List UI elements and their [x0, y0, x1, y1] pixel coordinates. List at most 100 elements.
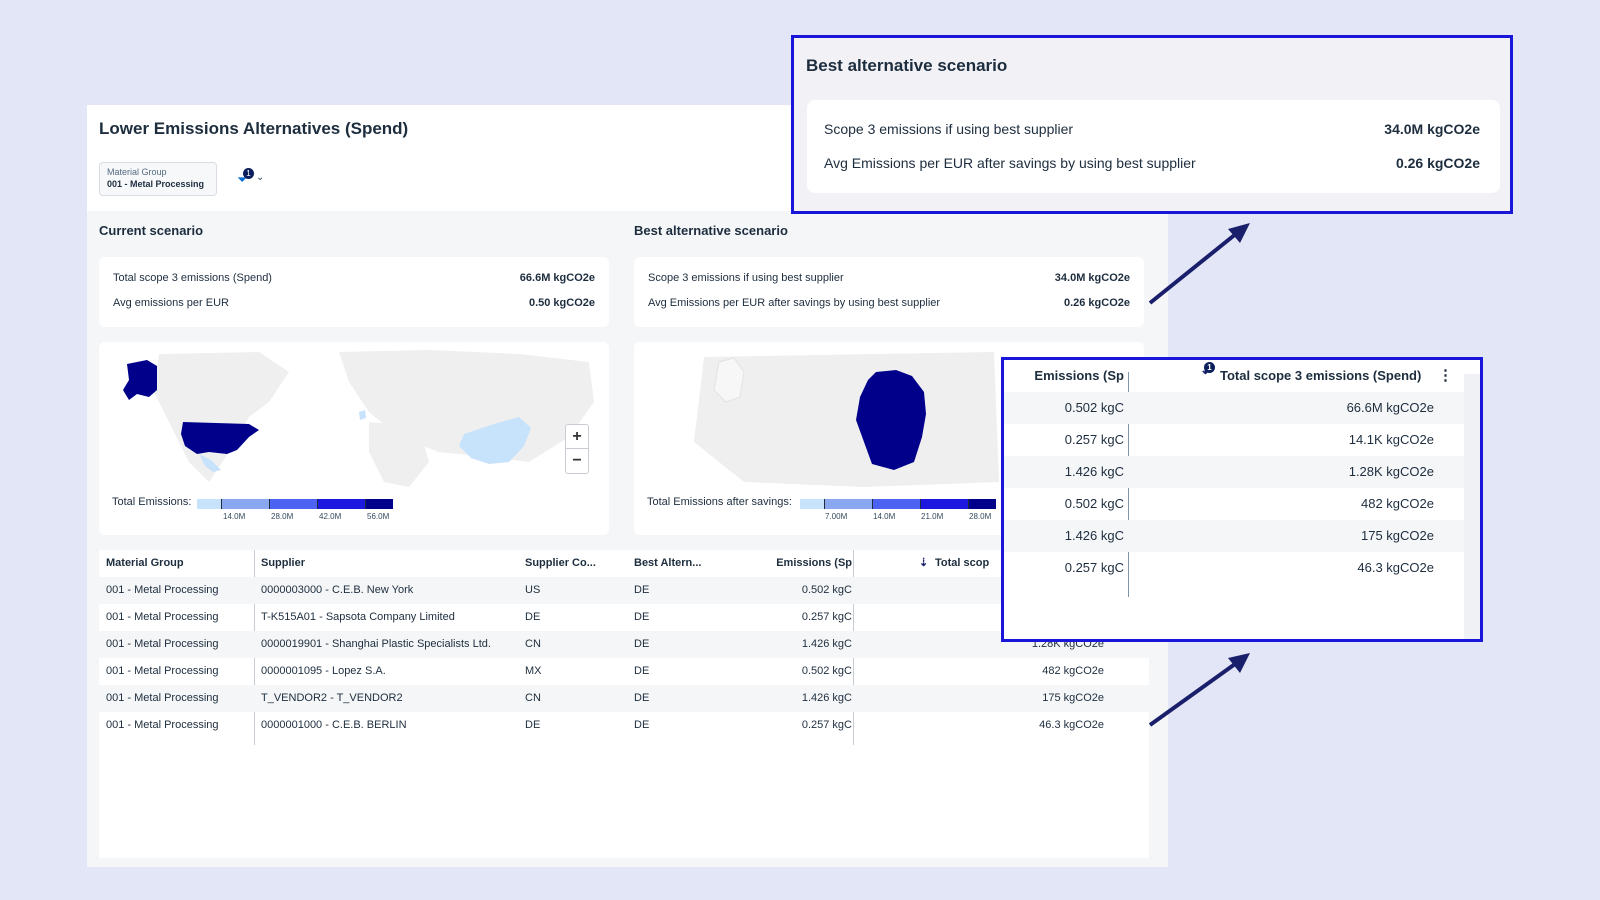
cell-material-group: 001 - Metal Processing [106, 719, 219, 731]
table-row[interactable]: 1.426 kgC 1.28K kgCO2e [1004, 456, 1464, 488]
cell-emissions: 0.502 kgC [801, 584, 852, 596]
germany-region [856, 370, 926, 470]
table-row[interactable]: 001 - Metal Processing 0000001095 - Lopez… [99, 658, 1149, 685]
germany-region [359, 410, 366, 420]
best-kpi-card: Scope 3 emissions if using best supplier… [634, 257, 1144, 327]
column-header-total-scope3[interactable]: Total scope 3 emissions (Spend) [1220, 368, 1422, 383]
current-scenario-title: Current scenario [99, 223, 204, 238]
cell-best-alternative: DE [634, 719, 650, 731]
column-header-supplier[interactable]: Supplier [261, 557, 306, 569]
cell-emissions: 1.426 kgC [801, 638, 852, 650]
kpi-row: Avg Emissions per EUR after savings by u… [824, 155, 1480, 171]
cell-total-scope3: 66.6M kgCO2e [1346, 400, 1434, 415]
sort-descending-icon[interactable]: ⇣ [919, 557, 929, 569]
table-row[interactable]: 0.502 kgC 66.6M kgCO2e [1004, 392, 1464, 424]
zoom-out-button[interactable]: − [572, 452, 582, 469]
table-row[interactable]: 0.257 kgC 46.3 kgCO2e [1004, 552, 1464, 584]
zoom-in-button[interactable]: + [566, 425, 588, 449]
more-options-icon[interactable]: ⋮ [1438, 367, 1453, 384]
column-header-material-group[interactable]: Material Group [106, 557, 184, 569]
cell-supplier: T-K515A01 - Sapsota Company Limited [261, 611, 455, 623]
best-scenario-title: Best alternative scenario [634, 223, 788, 238]
table-row[interactable]: 001 - Metal Processing T-K515A01 - Sapsot… [99, 604, 1149, 631]
column-header-emissions[interactable]: Emissions (Sp [776, 557, 852, 569]
kpi-row: Scope 3 emissions if using best supplier… [824, 121, 1480, 137]
cell-supplier: 0000001095 - Lopez S.A. [261, 665, 386, 677]
world-map-card: + − Total Emissions: 14.0M 28.0M 42.0M 5… [99, 342, 609, 535]
kpi-value: 66.6M kgCO2e [519, 272, 595, 284]
table-zoom-callout: Emissions (Sp ⇣ 1 Total scope 3 emission… [1001, 357, 1483, 642]
current-kpi-card: Total scope 3 emissions (Spend) 66.6M kg… [99, 257, 609, 327]
cell-material-group: 001 - Metal Processing [106, 611, 219, 623]
cell-emissions: 0.502 kgC [801, 665, 852, 677]
europe-map[interactable] [634, 342, 1144, 492]
cell-best-alternative: DE [634, 692, 650, 704]
cell-emissions: 1.426 kgC [1064, 464, 1124, 479]
table-row[interactable]: 001 - Metal Processing 0000003000 - C.E.B… [99, 577, 1149, 604]
cell-total-scope3: 175 kgCO2e [1361, 528, 1434, 543]
column-header-supplier-country[interactable]: Supplier Co... [525, 557, 596, 569]
cell-best-alternative: DE [634, 638, 650, 650]
page-title: Lower Emissions Alternatives (Spend) [99, 119, 409, 138]
callout-title: Best alternative scenario [806, 56, 1008, 75]
filter-button[interactable]: ⏷ 1 ⌄ [237, 168, 271, 190]
kpi-value: 0.50 kgCO2e [528, 297, 595, 309]
legend-scale [197, 499, 393, 509]
column-header-emissions[interactable]: Emissions (Sp [1034, 368, 1124, 383]
kpi-value: 0.26 kgCO2e [1063, 297, 1130, 309]
column-header-total-scope3[interactable]: Total scop [935, 557, 990, 569]
china-region [459, 417, 531, 464]
kpi-label: Avg emissions per EUR [113, 297, 229, 309]
cell-emissions: 0.502 kgC [1064, 496, 1124, 511]
cell-supplier-country: MX [525, 665, 542, 677]
cell-best-alternative: DE [634, 611, 650, 623]
cell-total-scope3: 14.1K kgCO2e [1348, 432, 1434, 447]
legend-tick: 42.0M [319, 512, 342, 521]
cell-material-group: 001 - Metal Processing [106, 638, 219, 650]
cell-supplier-country: CN [525, 692, 541, 704]
suppliers-table: Material Group Supplier Supplier Co... B… [99, 550, 1149, 858]
legend-scale [800, 499, 996, 509]
kpi-row: Avg emissions per EUR 0.50 kgCO2e [113, 297, 595, 309]
table-row[interactable]: 0.502 kgC 482 kgCO2e [1004, 488, 1464, 520]
funnel-icon: ⏷ [237, 172, 248, 187]
legend-tick: 14.0M [873, 512, 896, 521]
table-row[interactable]: 001 - Metal Processing T_VENDOR2 - T_VEND… [99, 685, 1149, 712]
cell-material-group: 001 - Metal Processing [106, 692, 219, 704]
cell-emissions: 0.257 kgC [801, 611, 852, 623]
kpi-row: Total scope 3 emissions (Spend) 66.6M kg… [113, 272, 595, 284]
legend-label: Total Emissions: [112, 496, 192, 508]
cell-total-scope3: 46.3 kgCO2e [1039, 719, 1104, 731]
arrow-to-table-callout [1148, 653, 1250, 727]
cell-emissions: 0.502 kgC [1064, 400, 1124, 415]
cell-supplier: 0000001000 - C.E.B. BERLIN [261, 719, 407, 731]
cell-supplier: 0000019901 - Shanghai Plastic Specialist… [261, 638, 491, 650]
material-group-filter-chip[interactable]: Material Group 001 - Metal Processing [99, 162, 217, 196]
cell-material-group: 001 - Metal Processing [106, 584, 219, 596]
world-map[interactable] [99, 342, 609, 492]
vertical-scrollbar[interactable] [1464, 374, 1480, 639]
cell-emissions: 0.257 kgC [1064, 560, 1124, 575]
alaska-region [123, 360, 157, 400]
kpi-label: Scope 3 emissions if using best supplier [648, 272, 844, 284]
kpi-label: Total scope 3 emissions (Spend) [113, 272, 272, 284]
column-header-best-alternative[interactable]: Best Altern... [634, 557, 702, 569]
cell-best-alternative: DE [634, 584, 650, 596]
callout-table-header: Emissions (Sp ⇣ 1 Total scope 3 emission… [1004, 360, 1464, 392]
kpi-label: Scope 3 emissions if using best supplier [824, 121, 1074, 137]
legend-tick: 56.0M [367, 512, 390, 521]
cell-supplier-country: DE [525, 611, 541, 623]
cell-emissions: 1.426 kgC [801, 692, 852, 704]
cell-emissions: 1.426 kgC [1064, 528, 1124, 543]
cell-best-alternative: DE [634, 665, 650, 677]
table-row[interactable]: 0.257 kgC 14.1K kgCO2e [1004, 424, 1464, 456]
sort-badge: 1 [1204, 362, 1215, 373]
table-row[interactable]: 001 - Metal Processing 0000001000 - C.E.B… [99, 712, 1149, 739]
table-row[interactable]: 1.426 kgC 175 kgCO2e [1004, 520, 1464, 552]
cell-total-scope3: 482 kgCO2e [1361, 496, 1434, 511]
table-row[interactable]: 001 - Metal Processing 0000019901 - Shang… [99, 631, 1149, 658]
kpi-value: 34.0M kgCO2e [1384, 121, 1480, 137]
zoom-control: + − [565, 424, 589, 474]
chevron-down-icon: ⌄ [256, 172, 265, 183]
cell-total-scope3: 175 kgCO2e [1042, 692, 1104, 704]
